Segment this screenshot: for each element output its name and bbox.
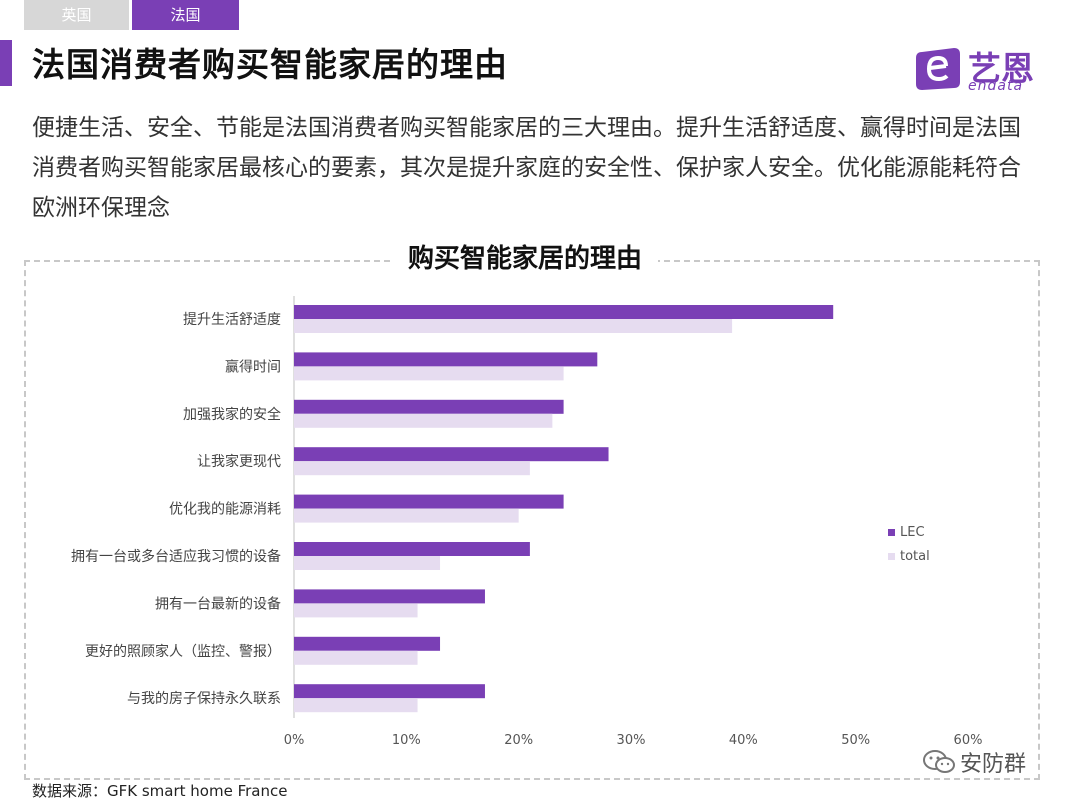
bar-lec-5	[294, 542, 530, 556]
chart-title-container: 购买智能家居的理由	[392, 238, 658, 278]
wechat-icon	[923, 750, 955, 773]
category-label-0: 提升生活舒适度	[183, 312, 281, 328]
watermark-text: 安防群	[960, 752, 1027, 777]
bar-total-5	[294, 556, 441, 570]
category-label-7: 更好的照顾家人（监控、警报）	[85, 643, 281, 660]
bar-total-3	[294, 461, 530, 476]
x-tick-label-5: 50%	[841, 733, 870, 748]
category-label-5: 拥有一台或多台适应我习惯的设备	[71, 548, 281, 565]
bar-lec-2	[294, 399, 564, 414]
bar-lec-7	[294, 636, 441, 651]
tab-uk[interactable]: 英国	[24, 0, 129, 30]
description-text: 便捷生活、安全、节能是法国消费者购买智能家居的三大理由。提升生活舒适度、赢得时间…	[32, 115, 1021, 221]
category-label-3: 让我家更现代	[197, 453, 281, 470]
bar-total-7	[294, 650, 418, 665]
category-label-2: 加强我家的安全	[183, 406, 281, 423]
logo-text-cn: 艺恩	[968, 49, 1034, 88]
page-title: 法国消费者购买智能家居的理由	[32, 45, 508, 84]
chart-legend: LEC total	[888, 520, 930, 568]
x-tick-label-4: 40%	[729, 733, 758, 748]
bar-lec-3	[294, 447, 609, 462]
bar-lec-1	[294, 352, 598, 367]
x-tick-label-2: 20%	[504, 733, 533, 748]
legend-swatch-lec	[888, 528, 895, 536]
x-tick-label-1: 10%	[392, 733, 421, 748]
x-tick-label-0: 0%	[284, 733, 305, 748]
tab-bar: 英国 法国	[24, 0, 239, 30]
bar-lec-8	[294, 684, 485, 699]
x-tick-label-6: 60%	[954, 733, 983, 748]
chart-title: 购买智能家居的理由	[407, 244, 642, 274]
endata-logo-icon	[916, 48, 960, 90]
legend-item-lec: LEC	[888, 520, 930, 544]
logo-text-en: endata	[968, 78, 1024, 94]
bar-total-2	[294, 413, 553, 428]
data-source: 数据来源：GFK smart home France	[32, 782, 288, 800]
legend-swatch-total	[888, 552, 895, 560]
bar-total-8	[294, 698, 418, 713]
bar-total-0	[294, 319, 733, 333]
bar-lec-0	[294, 305, 834, 319]
bar-lec-4	[294, 494, 564, 509]
legend-label-total: total	[900, 548, 930, 564]
legend-label-lec: LEC	[900, 524, 925, 540]
category-label-1: 赢得时间	[225, 358, 281, 375]
bar-total-1	[294, 366, 564, 381]
category-label-6: 拥有一台最新的设备	[155, 595, 281, 612]
category-label-4: 优化我的能源消耗	[169, 502, 281, 518]
watermark: 安防群	[922, 746, 1026, 778]
bar-lec-6	[294, 589, 485, 604]
title-accent-bar	[0, 40, 12, 86]
x-tick-label-3: 30%	[617, 733, 646, 748]
bar-total-4	[294, 508, 519, 523]
category-label-8: 与我的房子保持永久联系	[127, 691, 281, 707]
bar-total-6	[294, 603, 418, 618]
endata-logo: 艺恩 endata	[914, 44, 1044, 96]
tab-france[interactable]: 法国	[132, 0, 239, 30]
legend-item-total: total	[888, 544, 930, 568]
